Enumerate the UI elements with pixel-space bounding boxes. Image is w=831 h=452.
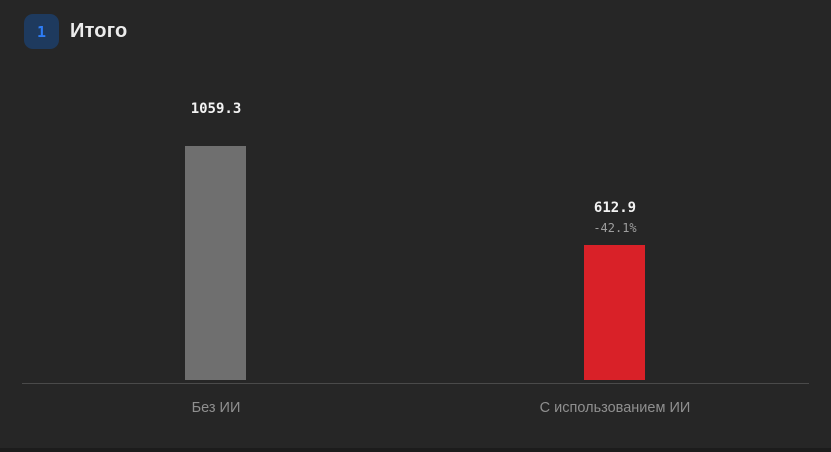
window-bottom-edge xyxy=(0,448,831,452)
bar-group-without-ai: 1059.3 Без ИИ xyxy=(106,0,326,452)
x-axis-line xyxy=(22,383,809,384)
bar-delta-label: -42.1% xyxy=(593,221,637,235)
bar-without-ai[interactable] xyxy=(185,146,246,380)
chart-header: 1 Итого xyxy=(24,14,127,49)
bar-value-label: 612.9 xyxy=(593,200,637,216)
bar-value-label: 1059.3 xyxy=(190,101,242,117)
x-axis-label-with-ai: С использованием ИИ xyxy=(539,400,691,416)
chart-title: Итого xyxy=(70,20,128,42)
bar-with-ai[interactable] xyxy=(584,245,645,380)
x-axis-label-without-ai: Без ИИ xyxy=(191,400,241,416)
index-badge: 1 xyxy=(24,14,59,49)
bar-group-with-ai: 612.9 -42.1% С использованием ИИ xyxy=(505,0,725,452)
